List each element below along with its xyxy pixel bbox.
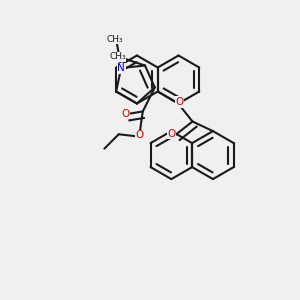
- Text: N: N: [117, 63, 125, 73]
- Text: CH₃: CH₃: [107, 35, 123, 44]
- Text: O: O: [167, 129, 175, 139]
- Text: O: O: [135, 130, 144, 140]
- Text: O: O: [121, 109, 130, 119]
- Text: CH₃: CH₃: [109, 52, 126, 61]
- Text: O: O: [176, 97, 184, 107]
